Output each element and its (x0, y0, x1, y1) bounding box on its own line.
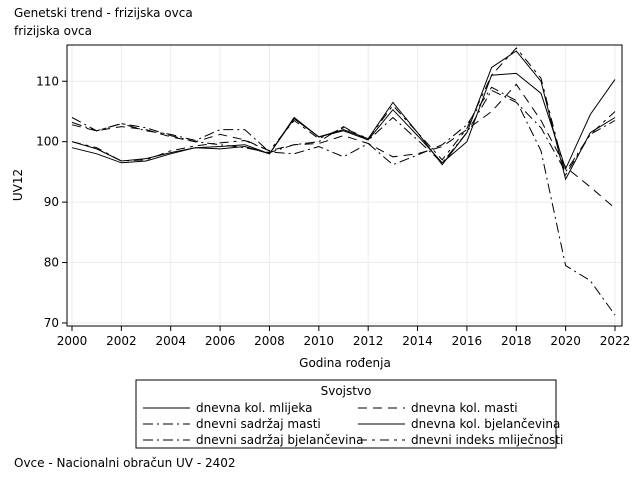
series-line (71, 89, 616, 173)
series-line (71, 86, 616, 316)
x-tick-label: 2016 (452, 334, 483, 348)
y-tick-label: 110 (36, 74, 59, 88)
x-tick-label: 2010 (304, 334, 335, 348)
plot-frame (66, 44, 623, 327)
x-tick-label: 2020 (550, 334, 581, 348)
x-axis-label: Godina rođenja (299, 356, 391, 370)
legend-label: dnevni indeks mliječnosti (411, 433, 563, 447)
legend-label: dnevna kol. masti (411, 401, 518, 415)
legend-label: dnevna kol. mlijeka (196, 401, 312, 415)
legend-label: dnevna kol. bjelančevina (411, 417, 560, 431)
chart-subtitle: frizijska ovca (14, 24, 93, 38)
legend-title: Svojstvo (321, 384, 372, 398)
x-tick-label: 2018 (501, 334, 532, 348)
x-tick-label: 2008 (254, 334, 285, 348)
series-line (71, 50, 616, 181)
x-tick-label: 2014 (402, 334, 433, 348)
series-line (71, 47, 616, 177)
x-tick-label: 2004 (155, 334, 186, 348)
grid-lines (67, 45, 622, 326)
chart-title: Genetski trend - frizijska ovca (14, 6, 193, 20)
y-tick-label: 90 (44, 195, 59, 209)
x-tick-label: 2022 (600, 334, 631, 348)
x-axis: 2000 2002 2004 2006 2008 2010 2012 2014 2016 2018… (57, 326, 631, 348)
legend: Svojstvo dnevna kol. mlijeka dnevna kol. … (135, 379, 563, 449)
y-axis: 70 80 90 100 110 (36, 74, 67, 330)
footnote: Ovce - Nacionalni obračun UV - 2402 (14, 456, 236, 470)
x-tick-label: 2000 (57, 334, 88, 348)
x-tick-label: 2012 (353, 334, 384, 348)
series-line (71, 83, 616, 209)
legend-frame (135, 379, 557, 449)
y-axis-label: UV12 (11, 169, 25, 201)
y-tick-label: 70 (44, 316, 59, 330)
legend-label: dnevni sadržaj masti (196, 417, 321, 431)
y-tick-label: 100 (36, 135, 59, 149)
x-tick-label: 2002 (106, 334, 137, 348)
legend-label: dnevni sadržaj bjelančevina (196, 433, 363, 447)
series-line (71, 72, 616, 171)
x-tick-label: 2006 (205, 334, 236, 348)
series-lines (71, 47, 616, 316)
y-tick-label: 80 (44, 256, 59, 270)
